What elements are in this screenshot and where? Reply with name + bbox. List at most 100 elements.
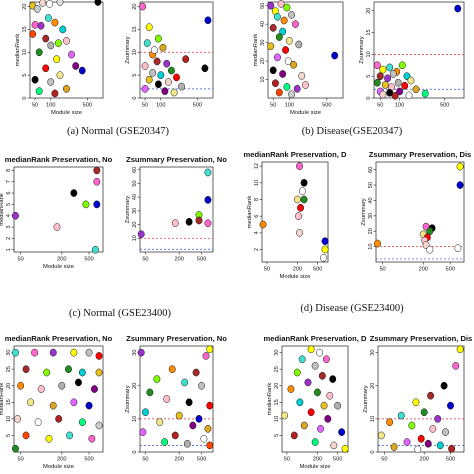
data-point [269, 66, 277, 75]
data-point [414, 445, 422, 454]
data-point [426, 245, 434, 254]
y-tick-label: 30 [260, 39, 266, 45]
data-point [293, 84, 301, 93]
data-point [189, 421, 197, 430]
data-point [273, 53, 281, 62]
data-point [22, 365, 30, 374]
data-point [93, 177, 101, 186]
y-tick-label: 30 [132, 208, 138, 214]
y-tick-label: 10 [6, 416, 12, 422]
y-axis-label: Zsummary [363, 385, 369, 412]
x-tick-label: 50 [142, 257, 148, 263]
data-point [295, 212, 302, 221]
data-point [281, 411, 289, 420]
scatter-panel: 5 10 15 20 25 30 50 200 500 medianRank Module size… [264, 334, 367, 470]
scatter-panel: 0 5 10 15 20 50 100 500 medianRank Module size [15, 0, 104, 116]
data-point [448, 444, 456, 453]
data-point [93, 200, 101, 209]
x-tick-label: 500 [333, 457, 342, 463]
data-point [398, 61, 406, 70]
plot-frame [139, 1, 214, 99]
data-point [454, 4, 462, 13]
y-tick-label: 1 [6, 248, 12, 251]
y-tick-label: 8 [6, 169, 12, 172]
data-point [201, 64, 209, 73]
y-axis-label: medianRank [0, 193, 5, 226]
data-point [159, 43, 167, 52]
data-point [290, 431, 298, 440]
scatter-panel: 5 10 15 20 25 30 50 200 500 medianRank Module size… [0, 334, 113, 470]
scatter-panel: 10 20 30 40 50 50 100 500 medianRank Module size [253, 0, 344, 116]
data-point [331, 51, 339, 60]
x-tick-label: 200 [57, 257, 66, 263]
x-tick-label: 50 [142, 103, 148, 109]
data-point [456, 162, 464, 171]
data-point [319, 253, 327, 262]
y-axis-label: Zsummary [125, 196, 131, 223]
data-point [51, 18, 59, 27]
data-point [59, 25, 67, 34]
data-point [66, 431, 74, 440]
x-tick-label: 50 [381, 457, 387, 463]
data-point [307, 408, 315, 417]
x-tick-label: 200 [293, 267, 302, 273]
data-point [47, 78, 55, 86]
data-point [293, 368, 301, 377]
data-point [85, 401, 93, 410]
y-tick-label: 0 [132, 450, 138, 453]
x-tick-label: 500 [84, 257, 93, 263]
data-point [95, 352, 103, 360]
y-tick-label: 20 [260, 58, 266, 64]
data-point [326, 391, 334, 400]
data-point [185, 398, 193, 407]
x-tick-label: 50 [32, 103, 38, 109]
data-point [275, 88, 283, 97]
data-point [454, 244, 462, 253]
data-point [139, 2, 147, 11]
data-point [141, 85, 149, 93]
x-tick-label: 500 [322, 103, 331, 109]
y-tick-label: 20 [368, 228, 374, 234]
data-point [58, 381, 66, 390]
y-tick-label: 20 [22, 3, 28, 9]
x-tick-label: 100 [285, 103, 294, 109]
x-tick-label: 50 [377, 103, 383, 109]
data-point [302, 81, 309, 89]
data-point [168, 365, 176, 374]
data-point [82, 200, 90, 209]
data-point [283, 3, 291, 12]
panel-title: medianRank Preservation, D [264, 334, 367, 343]
data-point [35, 87, 43, 95]
data-point [389, 70, 397, 78]
y-tick-label: 20 [370, 383, 376, 389]
data-point [300, 421, 308, 430]
data-point [49, 348, 57, 357]
data-point [31, 21, 39, 29]
data-point [280, 16, 288, 25]
x-tick-label: 500 [313, 267, 322, 273]
caption-d: (d) Disease (GSE23400) [300, 303, 404, 314]
y-tick-label: 10 [260, 76, 266, 82]
data-point [91, 245, 99, 254]
data-point [259, 220, 267, 229]
y-tick-label: 10 [132, 416, 138, 422]
y-tick-label: 10 [274, 416, 280, 422]
data-point [56, 71, 64, 79]
data-point [47, 41, 55, 50]
data-point [330, 441, 338, 450]
data-point [74, 378, 82, 387]
data-point [275, 33, 283, 41]
plot-frame [261, 161, 329, 263]
data-point [43, 368, 51, 377]
x-tick-label: 200 [420, 457, 429, 463]
y-tick-label: 4 [254, 231, 260, 234]
y-tick-label: 10 [132, 235, 138, 241]
data-point [267, 1, 275, 10]
plot-frame [13, 166, 104, 253]
x-tick-label: 500 [83, 103, 92, 109]
data-point [44, 14, 52, 22]
panel-title: medianRank Preservation, No [5, 334, 113, 343]
data-point [35, 48, 43, 57]
data-point [11, 211, 19, 220]
